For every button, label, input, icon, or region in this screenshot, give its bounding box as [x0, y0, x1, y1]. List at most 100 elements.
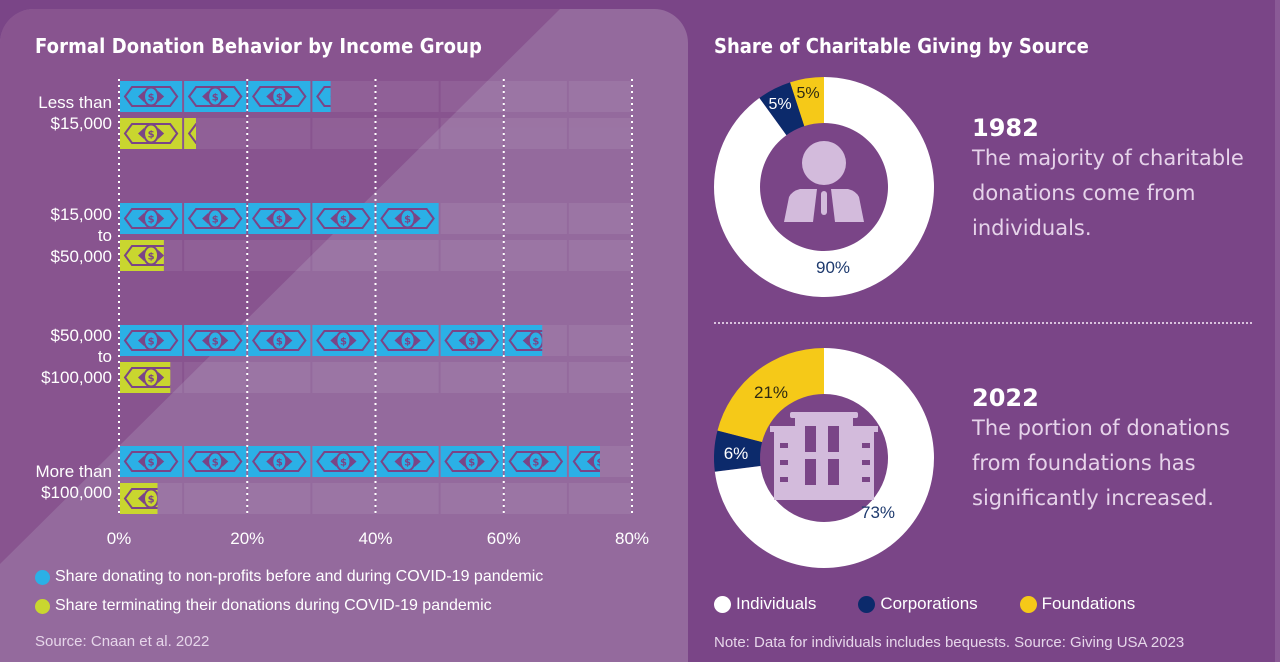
track-bill-icon: $ [440, 240, 503, 271]
year-1982: 1982 [972, 114, 1039, 142]
svg-text:$: $ [404, 495, 411, 506]
banknote-icon: $ [120, 118, 183, 149]
banknote-icon: $ [312, 446, 375, 477]
x-tick-label: 60% [487, 529, 521, 548]
track-bill-icon: $ [184, 483, 247, 514]
track-bill-icon: $ [504, 240, 567, 271]
legend-item-terminating: Share terminating their donations during… [35, 597, 492, 615]
svg-text:$: $ [276, 130, 283, 141]
x-tick-label: 80% [615, 529, 649, 548]
track-bill-icon: $ [504, 362, 567, 393]
svg-text:$: $ [404, 93, 411, 104]
y-axis-labels: Less than $15,000 $15,000 to $50,000 $50,000 t… [0, 9, 112, 662]
track-bill-icon: $ [568, 203, 631, 234]
banknote-icon: $ [312, 81, 331, 112]
track-bill-icon: $ [504, 203, 567, 234]
svg-text:$: $ [212, 374, 219, 385]
bar-terminating: $ [120, 362, 171, 393]
legend-dot-blue-icon [35, 569, 50, 585]
svg-text:$: $ [276, 93, 283, 104]
bar-donating: $ $ $ $ [120, 81, 331, 112]
legend-dot-white-icon [714, 595, 731, 613]
track-bill-icon: $ [504, 483, 567, 514]
legend-item-individuals: Individuals [714, 594, 816, 614]
y-category-label: Less than $15,000 [38, 93, 112, 133]
track-bill-icon: $ [184, 362, 247, 393]
svg-text:$: $ [404, 252, 411, 263]
slice-value-label: 5% [796, 85, 819, 102]
track-bill-icon: $ [312, 362, 375, 393]
svg-text:$: $ [276, 374, 283, 385]
svg-text:$: $ [340, 215, 347, 226]
slice-corporations [759, 82, 805, 136]
svg-text:$: $ [468, 130, 475, 141]
svg-text:$: $ [212, 130, 219, 141]
banknote-icon: $ [568, 446, 600, 477]
svg-text:$: $ [596, 215, 603, 226]
track-bill-icon: $ [184, 240, 247, 271]
person-icon [784, 141, 864, 222]
left-panel: Formal Donation Behavior by Income Group… [0, 9, 688, 662]
bar-chart: $ $ $ $ $$ $ $$ $ $ $ $ $ $$$ $ $$ $ $ $ $$ $ $ $ $ $ $$$$ $ $ $ $ $ $… [107, 79, 649, 548]
svg-text:$: $ [532, 215, 539, 226]
x-tick-label: 0% [107, 529, 132, 548]
svg-text:$: $ [276, 495, 283, 506]
svg-text:$: $ [404, 337, 411, 348]
svg-text:$: $ [340, 93, 347, 104]
bar-terminating: $ [120, 240, 164, 271]
banknote-icon: $ [184, 118, 196, 149]
year-2022: 2022 [972, 384, 1039, 412]
track-bill-icon: $ [440, 483, 503, 514]
svg-text:$: $ [276, 252, 283, 263]
svg-text:$: $ [276, 215, 283, 226]
banknote-icon: $ [184, 203, 247, 234]
svg-text:$: $ [596, 495, 603, 506]
svg-text:$: $ [212, 458, 219, 469]
banknote-icon: $ [376, 446, 439, 477]
track-bill-icon: $ [568, 81, 631, 112]
x-tick-label: 20% [230, 529, 264, 548]
legend-item-donating: Share donating to non-profits before and… [35, 568, 543, 586]
svg-text:$: $ [340, 458, 347, 469]
svg-text:$: $ [340, 252, 347, 263]
svg-text:$: $ [404, 215, 411, 226]
svg-text:$: $ [468, 252, 475, 263]
track-bill-icon: $ [376, 118, 439, 149]
track-bill-icon: $ [312, 240, 375, 271]
banknote-icon: $ [120, 203, 183, 234]
slice-value-label: 6% [724, 444, 749, 463]
svg-text:$: $ [596, 337, 603, 348]
svg-text:$: $ [404, 374, 411, 385]
track-bill-icon: $ [504, 118, 567, 149]
svg-text:$: $ [212, 93, 219, 104]
source-note: Source: Cnaan et al. 2022 [35, 633, 210, 650]
slice-value-label: 90% [816, 258, 850, 277]
donut-legend: Individuals Corporations Foundations [714, 594, 1177, 614]
banknote-icon: $ [120, 325, 183, 356]
banknote-icon: $ [504, 446, 567, 477]
banknote-icon: $ [120, 446, 183, 477]
svg-text:$: $ [148, 374, 155, 385]
banknote-icon: $ [120, 240, 164, 271]
svg-text:$: $ [596, 130, 603, 141]
legend-dot-navy-icon [858, 595, 876, 613]
source-note-right: Note: Data for individuals includes bequ… [714, 634, 1185, 651]
banknote-icon: $ [376, 203, 439, 234]
track-bill-icon: $ [376, 81, 439, 112]
slice-value-label: 73% [861, 503, 895, 522]
slice-value-label: 21% [754, 383, 788, 402]
track-bill-icon: $ [248, 362, 311, 393]
banknote-icon: $ [248, 446, 311, 477]
donut-chart-2022: 73% 6% 21% [714, 348, 934, 568]
track-bill-icon: $ [440, 203, 503, 234]
right-chart-title: Share of Charitable Giving by Source [714, 34, 1089, 58]
svg-text:$: $ [340, 130, 347, 141]
banknote-icon: $ [120, 362, 171, 393]
track-bill-icon: $ [376, 362, 439, 393]
svg-text:$: $ [212, 495, 219, 506]
svg-text:$: $ [532, 337, 539, 348]
svg-text:$: $ [468, 93, 475, 104]
svg-text:$: $ [468, 458, 475, 469]
slice-individuals [714, 348, 934, 568]
y-category-label: $50,000 to $100,000 [41, 326, 112, 387]
